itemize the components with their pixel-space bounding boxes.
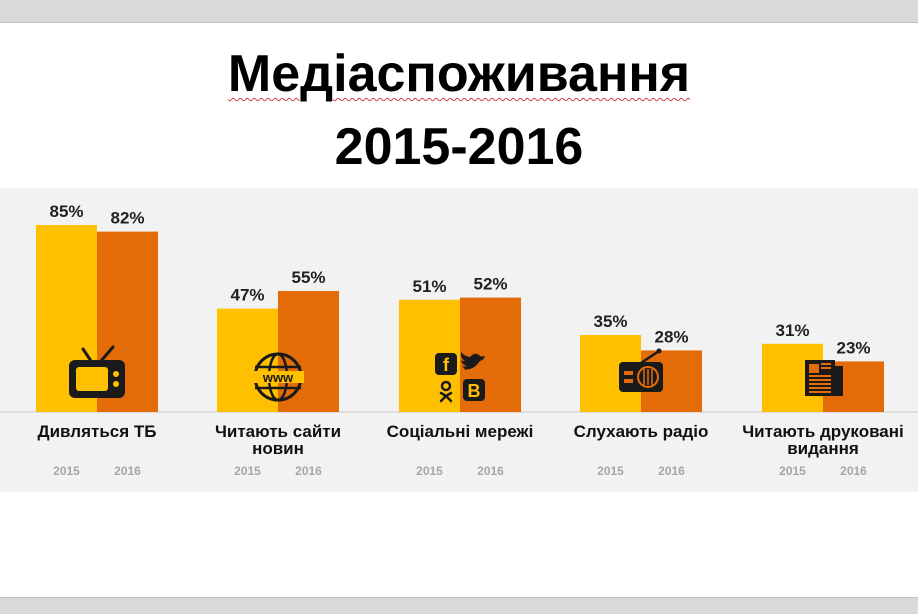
data-label-2015-5: 31% — [775, 321, 809, 340]
bar-2016-2 — [278, 291, 339, 412]
data-label-2016-1: 82% — [110, 209, 144, 228]
year-label-2015: 2015 — [234, 464, 261, 478]
year-label-2015: 2015 — [779, 464, 806, 478]
category-label-4: Слухають радіо — [574, 422, 709, 441]
svg-text:www: www — [262, 370, 294, 385]
bar-2015-2 — [217, 308, 278, 412]
newspaper-icon — [805, 360, 843, 396]
svg-text:f: f — [443, 355, 450, 375]
data-label-2015-3: 51% — [412, 277, 446, 296]
year-label-2015: 2015 — [416, 464, 443, 478]
year-label-2015: 2015 — [53, 464, 80, 478]
radio-icon — [619, 348, 663, 392]
data-label-2016-3: 52% — [473, 275, 507, 294]
slide-title: Медіаспоживання 2015-2016 — [0, 38, 918, 184]
category-label-2: Читають сайти новин — [215, 422, 341, 458]
year-label-2016: 2016 — [295, 464, 322, 478]
title-line-1: Медіаспоживання — [227, 45, 691, 103]
category-label-3: Соціальні мережі — [387, 422, 534, 441]
year-label-2015: 2015 — [597, 464, 624, 478]
data-label-2015-4: 35% — [593, 312, 627, 331]
year-label-2016: 2016 — [477, 464, 504, 478]
svg-text:В: В — [468, 381, 481, 401]
data-label-2015-2: 47% — [230, 286, 264, 305]
window-bottom-strip — [0, 597, 918, 614]
social-networks-icon: fВ — [435, 352, 485, 403]
category-label-5: Читають друковані видання — [742, 422, 904, 458]
data-label-2016-2: 55% — [291, 268, 325, 287]
year-label-2016: 2016 — [114, 464, 141, 478]
tv-icon — [69, 345, 125, 398]
data-label-2016-4: 28% — [654, 327, 688, 346]
category-label-1: Дивляться ТБ — [38, 422, 157, 441]
window-top-strip — [0, 0, 918, 23]
title-line-2: 2015-2016 — [334, 117, 584, 176]
www-globe-icon: www — [252, 352, 304, 402]
bar-chart: 85% 2015 82% 2016 Дивляться ТБ 47% 2015 55% 2016… — [0, 202, 918, 478]
data-label-2016-5: 23% — [836, 338, 870, 357]
year-label-2016: 2016 — [840, 464, 867, 478]
year-label-2016: 2016 — [658, 464, 685, 478]
data-label-2015-1: 85% — [49, 202, 83, 221]
